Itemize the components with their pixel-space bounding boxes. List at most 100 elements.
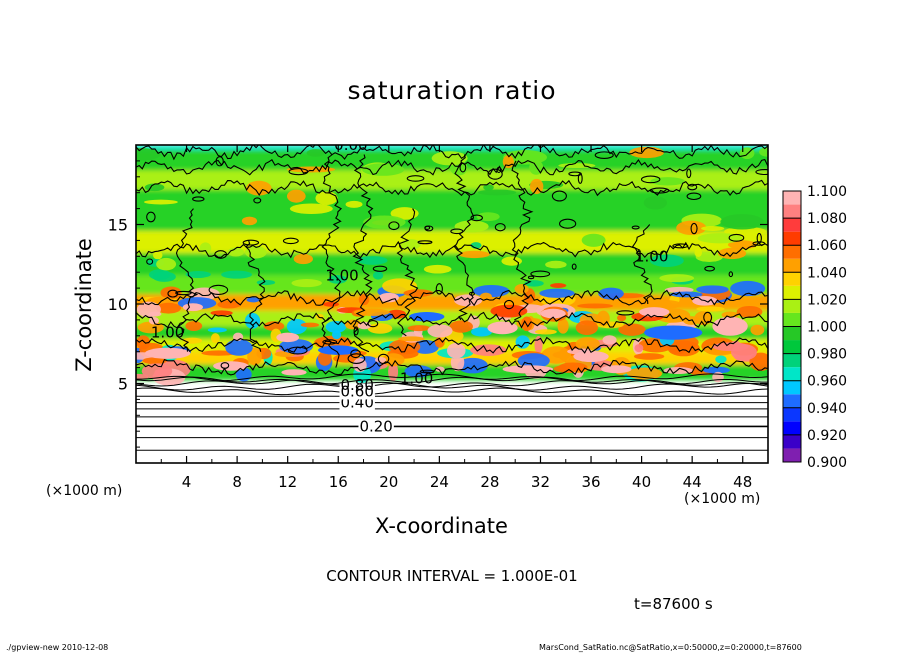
contour-upper-7 (136, 145, 768, 161)
anomaly-241 (246, 180, 272, 196)
anomaly-290 (601, 365, 632, 374)
anomaly-123 (534, 329, 557, 335)
anomaly-224 (357, 256, 388, 265)
anomaly-161 (188, 287, 220, 300)
contour-upper-44 (728, 233, 745, 242)
footer-left: ./gpview-new 2010-12-08 (6, 643, 109, 652)
anomaly-127 (616, 314, 627, 322)
anomaly-229 (328, 275, 347, 284)
contour-upper-0 (136, 359, 768, 376)
x-tick-label-2: 12 (278, 473, 297, 491)
colorbar-segment-5 (783, 380, 801, 395)
contour-upper-49 (672, 243, 689, 249)
anomaly-97 (367, 323, 393, 334)
contour-upper-1 (136, 336, 768, 354)
anomaly-172 (246, 297, 260, 303)
colorbar-segment-11 (783, 299, 801, 313)
contour-low-9 (136, 379, 768, 388)
contour-label-7: 1.00 (635, 247, 668, 265)
colorbar-tick-label-5: 1.000 (807, 320, 847, 336)
anomaly-188 (382, 278, 418, 294)
colorbar-segment-4 (783, 394, 801, 408)
contour-upper-19 (690, 222, 698, 235)
colorbar-segment-9 (783, 326, 801, 341)
contour-upper-56 (468, 291, 475, 296)
anomaly-120 (331, 330, 342, 340)
contour-upper-53 (322, 339, 338, 345)
anomaly-232 (400, 239, 421, 250)
anomaly-245 (454, 220, 489, 233)
contour-upper-15 (245, 240, 266, 352)
colorbar-tick-label-0: 0.900 (807, 455, 847, 471)
anomaly-199 (598, 287, 624, 300)
contour-low-8 (136, 382, 768, 391)
anomaly-94 (634, 344, 644, 353)
colorbar-tick-label-4: 0.980 (807, 347, 847, 363)
anomaly-284 (502, 365, 554, 374)
contour-upper-20 (214, 250, 228, 259)
colorbar: 0.900 0.920 0.940 0.960 0.980 1.000 1.020 1.040… (782, 184, 847, 471)
anomaly-73 (388, 339, 421, 355)
anomaly-130 (602, 335, 617, 345)
y-tick-label-1: 10 (108, 295, 128, 314)
contour-upper-41 (459, 162, 467, 173)
anomaly-67 (575, 337, 600, 351)
anomaly-87 (136, 335, 151, 350)
contour-upper-69 (496, 166, 502, 174)
contour-upper-50 (568, 171, 582, 177)
anomaly-144 (471, 327, 493, 337)
contour-label-bg-0 (358, 418, 394, 435)
anomaly-81 (731, 344, 757, 361)
anomaly-258 (143, 199, 178, 205)
contour-upper-40 (755, 169, 768, 176)
contour-upper-22 (631, 225, 640, 230)
y-tick-label-0: 5 (118, 375, 128, 394)
contour-upper-48 (503, 299, 515, 310)
x-tick-label-4: 20 (379, 473, 398, 491)
anomaly-219 (256, 279, 276, 286)
contour-low-10 (136, 376, 768, 385)
anomaly-274 (643, 196, 668, 210)
plot-area: 0.200.400.600.80 1.001.001.001.000.00 (136, 145, 768, 463)
anomaly-209 (695, 251, 723, 262)
contour-upper-65 (686, 168, 692, 179)
contour-upper-51 (616, 310, 635, 316)
anomaly-289 (540, 308, 566, 319)
colorbar-segment-12 (783, 285, 801, 300)
contour-upper-6 (136, 158, 768, 176)
x-axis-label: X-coordinate (375, 514, 508, 538)
anomaly-78 (435, 366, 445, 372)
contour-upper-18 (687, 183, 698, 191)
contour-upper-38 (372, 265, 388, 272)
anomaly-256 (241, 216, 258, 226)
anomaly-278 (487, 321, 518, 335)
anomaly-280 (644, 325, 703, 340)
anomaly-217 (153, 251, 163, 260)
anomaly-225 (545, 260, 567, 269)
anomaly-92 (558, 362, 588, 372)
anomaly-233 (156, 257, 177, 271)
contour-upper-4 (136, 240, 768, 259)
anomaly-83 (374, 356, 387, 363)
contour-upper-57 (175, 290, 192, 296)
anomaly-230 (199, 242, 212, 255)
anomaly-269 (315, 191, 338, 206)
time-label: t=87600 s (634, 595, 713, 613)
contour-upper-54 (559, 218, 577, 229)
anomaly-250 (477, 189, 517, 196)
anomaly-213 (459, 250, 490, 259)
anomaly-210 (694, 247, 703, 257)
anomaly-195 (664, 286, 694, 293)
contour-upper-62 (728, 271, 734, 278)
contour-upper-37 (450, 228, 464, 235)
anomaly-272 (529, 178, 544, 194)
anomaly-174 (644, 299, 683, 309)
colorbar-segment-16 (783, 231, 801, 246)
anomaly-47 (715, 355, 727, 364)
anomaly-200 (490, 304, 528, 318)
anomaly-207 (221, 270, 252, 279)
field-band-9 (136, 189, 768, 231)
footer-right: MarsCond_SatRatio.nc@SatRatio,x=0:50000,… (539, 643, 802, 652)
colorbar-segment-8 (783, 340, 801, 354)
anomaly-193 (514, 284, 529, 294)
